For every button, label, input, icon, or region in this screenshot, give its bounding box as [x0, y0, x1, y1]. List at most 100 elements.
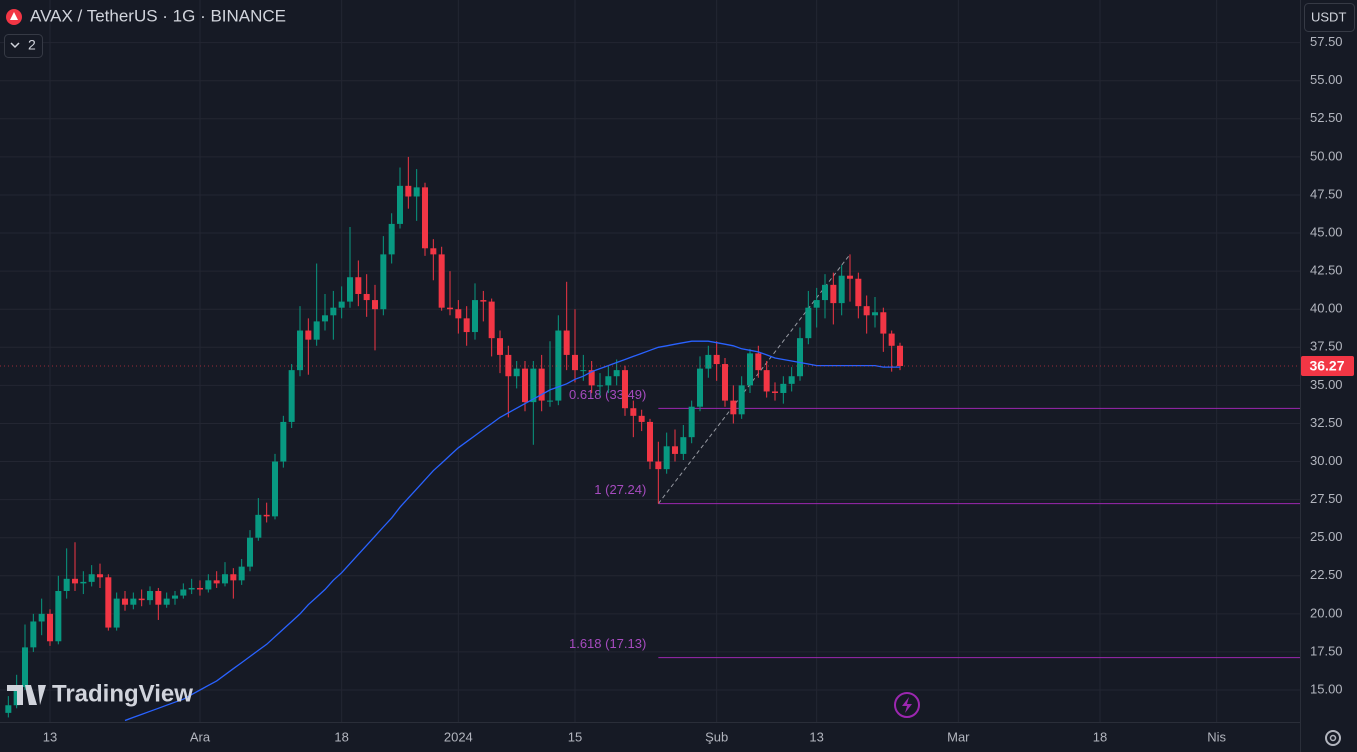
candle-body	[730, 400, 737, 415]
moving-average	[124, 340, 900, 722]
candle-body	[13, 686, 20, 706]
candle-body	[280, 421, 287, 462]
candle-body	[547, 400, 553, 402]
candle-body	[813, 300, 820, 308]
symbol-logo-mark	[10, 12, 18, 20]
candle-body	[680, 437, 687, 454]
candle-body	[147, 591, 153, 601]
candle-body	[205, 580, 212, 590]
candle-body	[397, 185, 403, 224]
candle-body	[880, 312, 887, 334]
currency-label[interactable]: USDT	[1311, 9, 1346, 24]
candle-body	[347, 277, 353, 302]
candle-body	[455, 309, 462, 319]
candle-body	[605, 376, 612, 386]
candle-body	[355, 277, 362, 294]
y-tick-label: 20.00	[1310, 605, 1343, 620]
y-tick-label: 40.00	[1310, 301, 1343, 316]
candle-body	[772, 391, 778, 393]
y-tick-label: 42.50	[1310, 263, 1343, 278]
candle-body	[30, 621, 37, 648]
settings-button[interactable]	[1325, 730, 1341, 746]
watermark: TradingView	[52, 680, 193, 707]
candle-body	[538, 368, 545, 401]
currency-button[interactable]	[1304, 3, 1355, 32]
y-tick-label: 52.50	[1310, 110, 1343, 125]
candle-body	[572, 354, 578, 371]
candle-body	[513, 368, 520, 377]
candle-body	[255, 514, 262, 538]
candle-body	[72, 578, 78, 584]
candle-body	[663, 446, 670, 470]
candle-body	[722, 364, 728, 401]
y-tick-label: 30.00	[1310, 453, 1343, 468]
fib-level-label: 0.618 (33.49)	[569, 387, 646, 402]
x-tick-label: Şub	[705, 729, 728, 744]
indicator-toggle[interactable]	[4, 34, 43, 58]
candle-body	[838, 275, 845, 304]
candle-body	[413, 187, 420, 197]
candle-body	[22, 647, 28, 687]
x-tick-label: 15	[568, 729, 582, 744]
y-tick-label: 17.50	[1310, 643, 1343, 658]
x-tick-label: Ara	[190, 729, 211, 744]
candle-body	[380, 254, 387, 310]
candle-body	[372, 300, 378, 310]
candle-body	[847, 275, 853, 279]
candle-body	[438, 254, 445, 308]
alert-button[interactable]	[894, 692, 920, 718]
axes: 15.00 17.50 20.00 22.50 25.00 27.50 30.00 32.50…	[43, 34, 1354, 744]
y-tick-label: 47.50	[1310, 186, 1343, 201]
y-tick-label: 32.50	[1310, 415, 1343, 430]
candle-body	[405, 185, 412, 197]
y-tick-label: 37.50	[1310, 339, 1343, 354]
candle-body	[705, 354, 712, 369]
candle-body	[830, 284, 837, 304]
candle-body	[97, 574, 103, 578]
candle-body	[197, 587, 203, 590]
candle-body	[588, 370, 595, 386]
candle-body	[238, 566, 245, 581]
trend-line	[657, 254, 851, 504]
candle-body	[747, 353, 753, 386]
candle-body	[155, 591, 162, 605]
y-tick-label: 35.00	[1310, 377, 1343, 392]
y-tick-label: 45.00	[1310, 224, 1343, 239]
candle-body	[888, 333, 895, 346]
candle-body	[738, 385, 745, 415]
candle-body	[122, 598, 128, 605]
candle-body	[188, 587, 195, 590]
candle-body	[822, 284, 828, 301]
candle-body	[388, 223, 395, 255]
candle-body	[697, 368, 703, 407]
candle-body	[5, 705, 12, 713]
candle-body	[497, 338, 503, 355]
candle-body	[522, 368, 528, 403]
symbol-title[interactable]: AVAX / TetherUS · 1G · BINANCE	[30, 6, 286, 25]
bolt-icon	[902, 697, 912, 713]
candle-body	[630, 408, 637, 416]
candle-body	[872, 312, 878, 316]
candle-body	[797, 338, 803, 377]
candle-body	[713, 354, 720, 365]
candle-body	[763, 370, 770, 392]
candle-body	[855, 278, 862, 307]
indicator-count[interactable]: 2	[28, 37, 36, 53]
candle-body	[222, 574, 228, 584]
candle-body	[638, 415, 645, 422]
candle-body	[230, 574, 237, 581]
candle-body	[47, 613, 53, 642]
candle-body	[213, 580, 220, 584]
y-tick-label: 57.50	[1310, 34, 1343, 49]
x-tick-label: 18	[334, 729, 348, 744]
candle-body	[805, 307, 812, 339]
fib-level-label: 1.618 (17.13)	[569, 636, 646, 651]
last-price-box	[1301, 356, 1354, 377]
candle-body	[613, 370, 620, 377]
fib-level-label: 1 (27.24)	[594, 482, 646, 497]
candle-body	[363, 293, 370, 301]
candle-body	[863, 306, 870, 316]
candle-body	[322, 315, 328, 322]
